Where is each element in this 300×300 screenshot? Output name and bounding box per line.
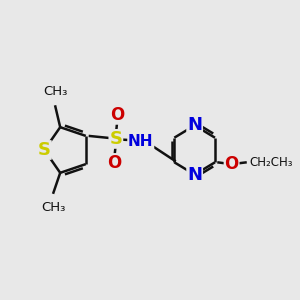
Text: O: O bbox=[110, 106, 124, 124]
Text: N: N bbox=[187, 116, 202, 134]
Text: NH: NH bbox=[128, 134, 154, 149]
Text: N: N bbox=[187, 166, 202, 184]
Text: CH₃: CH₃ bbox=[43, 85, 67, 98]
Text: O: O bbox=[107, 154, 122, 172]
Text: CH₂CH₃: CH₂CH₃ bbox=[250, 156, 293, 169]
Text: O: O bbox=[224, 155, 239, 173]
Text: CH₃: CH₃ bbox=[41, 201, 65, 214]
Text: S: S bbox=[110, 130, 122, 148]
Text: S: S bbox=[38, 141, 51, 159]
